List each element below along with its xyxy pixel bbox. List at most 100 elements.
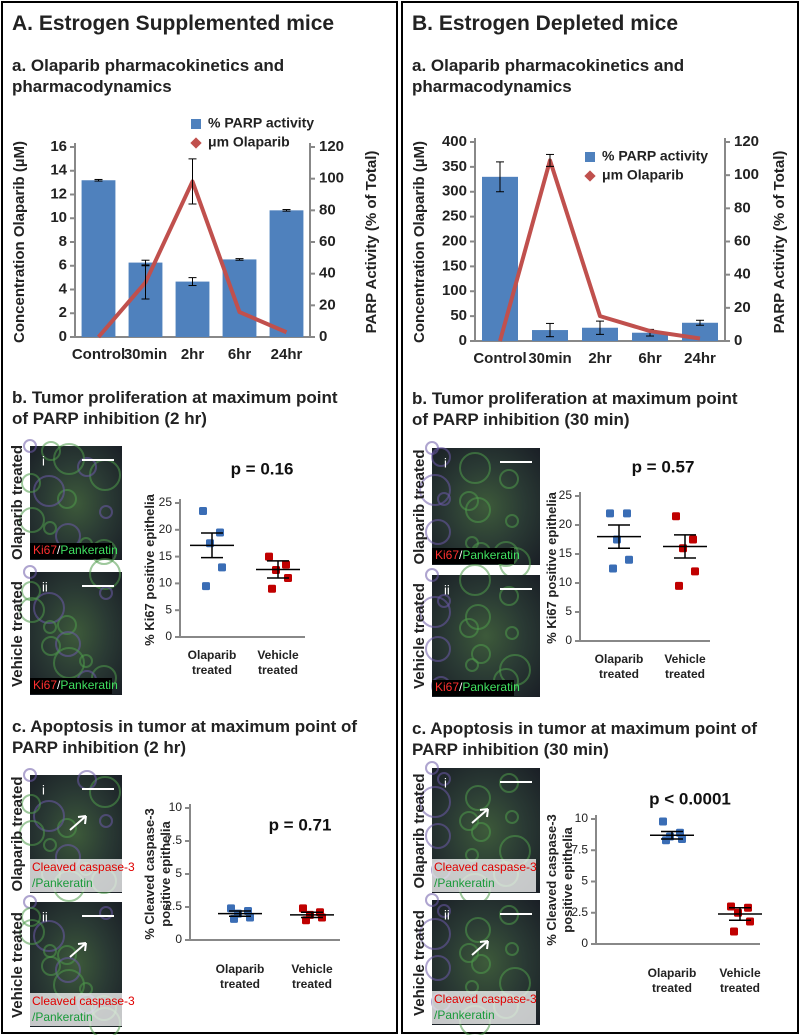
image-index: ii (444, 907, 450, 922)
y2-axis-label: PARP Activity (% of Total) (771, 150, 788, 334)
y2-tick-label: 40 (319, 265, 336, 282)
stain-label: Cleaved caspase-3 (32, 994, 135, 1008)
image-index: i (42, 782, 45, 797)
y-tick-label: 0 (565, 633, 572, 647)
panel-border (1, 1, 398, 1034)
cell-texture (499, 586, 519, 606)
y2-tick-label: 60 (319, 233, 336, 250)
y2-tick-label: 60 (734, 232, 751, 249)
bar (269, 210, 304, 337)
cell-texture (21, 473, 41, 493)
y-tick-label: 20 (559, 517, 573, 531)
cell-texture (425, 823, 451, 849)
y-tick-label: 6 (59, 257, 67, 274)
cell-texture (419, 474, 451, 506)
y-tick-label: 250 (442, 208, 467, 225)
x-tick-label: 6hr (638, 350, 662, 367)
y-tick-label: 7.5 (571, 842, 588, 856)
stain-label: Cleaved caspase-3 (32, 860, 135, 874)
point (246, 913, 254, 922)
point (268, 584, 276, 593)
cell-texture (419, 918, 451, 950)
counterstain-label: /Pankeratin (434, 876, 495, 890)
cell-texture (437, 594, 451, 608)
cell-texture (19, 919, 45, 945)
legend-swatch (584, 170, 596, 182)
x-tick-label: 2hr (181, 346, 205, 363)
x-tick-label: Olaparib treated (187, 648, 237, 677)
y2-tick-label: 80 (734, 199, 751, 216)
error-bar (546, 153, 554, 167)
section-title: b. Tumor proliferation at maximum point … (12, 388, 338, 428)
legend-swatch (585, 152, 595, 162)
y-axis-label: Concentration Olaparib (µM) (11, 141, 28, 343)
x-tick-label: Vehicle treated (719, 966, 761, 995)
panel-heading: B. Estrogen Depleted mice (412, 12, 679, 35)
y-tick-label: 5 (175, 866, 182, 880)
y-tick-label: 2.5 (165, 899, 182, 913)
y2-tick-label: 20 (319, 296, 336, 313)
section-title: a. Olaparib pharmacokinetics and pharmac… (12, 56, 285, 96)
legend-swatch (191, 119, 201, 129)
caption-box (432, 991, 536, 1024)
cell-texture (419, 596, 451, 628)
point (734, 908, 742, 917)
arrow (471, 808, 489, 824)
cell-texture (99, 906, 113, 920)
counterstain-label: /Pankeratin (32, 1010, 93, 1024)
y-tick-label: 2.5 (571, 905, 588, 919)
point (202, 582, 210, 591)
section-title: c. Apoptosis in tumor at maximum point o… (12, 717, 358, 757)
counterstain-label: Pankeratin (462, 548, 519, 562)
separator: / (459, 680, 463, 694)
row-label: Vehicle treated (411, 583, 428, 689)
y-tick-label: 15 (559, 546, 573, 560)
point (609, 564, 617, 573)
cell-texture (465, 917, 491, 943)
y2-tick-label: 80 (319, 201, 336, 218)
row-label: Olaparib treated (9, 444, 26, 560)
cell-texture (459, 943, 479, 963)
y-axis-label: Concentration Olaparib (µM) (411, 141, 428, 343)
separator: / (459, 548, 463, 562)
arrow (69, 815, 87, 831)
cell-texture (77, 457, 97, 477)
row-label: Vehicle treated (9, 580, 26, 687)
y-tick-label: 20 (159, 522, 173, 536)
caption-box (30, 859, 134, 892)
stain-label: Ki67 (33, 678, 57, 692)
point (659, 817, 667, 826)
panel-border (401, 1, 799, 1034)
arrow (69, 942, 87, 958)
legend-label: μm Olaparib (208, 134, 290, 150)
caption-box (30, 678, 112, 694)
x-tick-label: Vehicle treated (291, 962, 333, 991)
y-tick-label: 4 (59, 280, 68, 297)
y-tick-label: 0 (459, 332, 467, 349)
cell-texture (43, 620, 57, 634)
cell-texture (499, 469, 519, 489)
y-tick-label: 0 (165, 629, 172, 643)
cell-texture (419, 786, 451, 818)
cell-texture (425, 568, 439, 582)
row-label: Olaparib treated (411, 448, 428, 565)
cell-texture (55, 631, 81, 657)
x-tick-label: 30min (528, 350, 571, 367)
cell-texture (505, 626, 519, 640)
x-tick-label: Olaparib treated (647, 966, 697, 995)
y-tick-label: 50 (450, 307, 467, 324)
cell-texture (459, 811, 479, 831)
y-tick-label: 15 (159, 549, 173, 563)
y-tick-label: 14 (50, 162, 67, 179)
bar (482, 176, 518, 341)
point (606, 509, 614, 518)
stain-label: Cleaved caspase-3 (434, 992, 537, 1006)
cell-texture (43, 838, 57, 852)
cell-texture (41, 636, 61, 656)
micrograph (432, 575, 540, 697)
caption: Ki67/Pankeratin (435, 548, 520, 562)
separator: / (57, 678, 61, 692)
point (730, 927, 738, 936)
cell-texture (99, 814, 113, 828)
cell-texture (465, 785, 491, 811)
